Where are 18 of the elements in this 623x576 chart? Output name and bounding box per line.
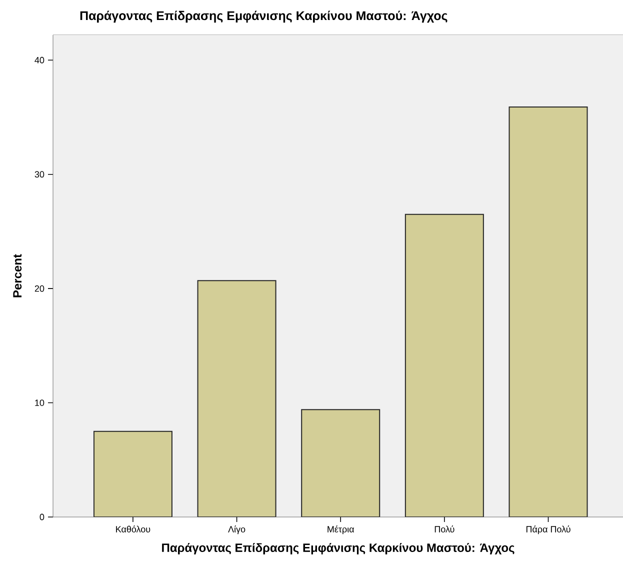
bar [301,409,380,517]
bar [197,280,276,517]
x-tick-label: Πολύ [434,526,454,532]
x-axis-title: Παράγοντας Επίδρασης Εμφάνισης Καρκίνου Μαστού: Άγχος [162,543,514,554]
x-tick-label: Μέτρια [328,526,354,534]
bar [93,430,172,517]
y-tick-label: 20 [34,285,44,292]
y-tick-label: 0 [40,514,44,520]
bar [508,106,588,517]
y-tick-label: 10 [35,400,44,406]
chart-title: Παράγοντας Επίδρασης Εμφάνισης Καρκίνου Μαστού: Άγχος [80,10,448,23]
x-tick-label: Πάρα Πολύ [526,526,570,534]
y-tick-label: 40 [34,56,44,64]
x-tick-label: Λίγο [228,526,246,534]
x-tick-label: Καθόλου [116,526,150,532]
y-axis-title: Percent [13,254,22,298]
bar [404,214,484,517]
y-tick-label: 30 [34,171,44,178]
